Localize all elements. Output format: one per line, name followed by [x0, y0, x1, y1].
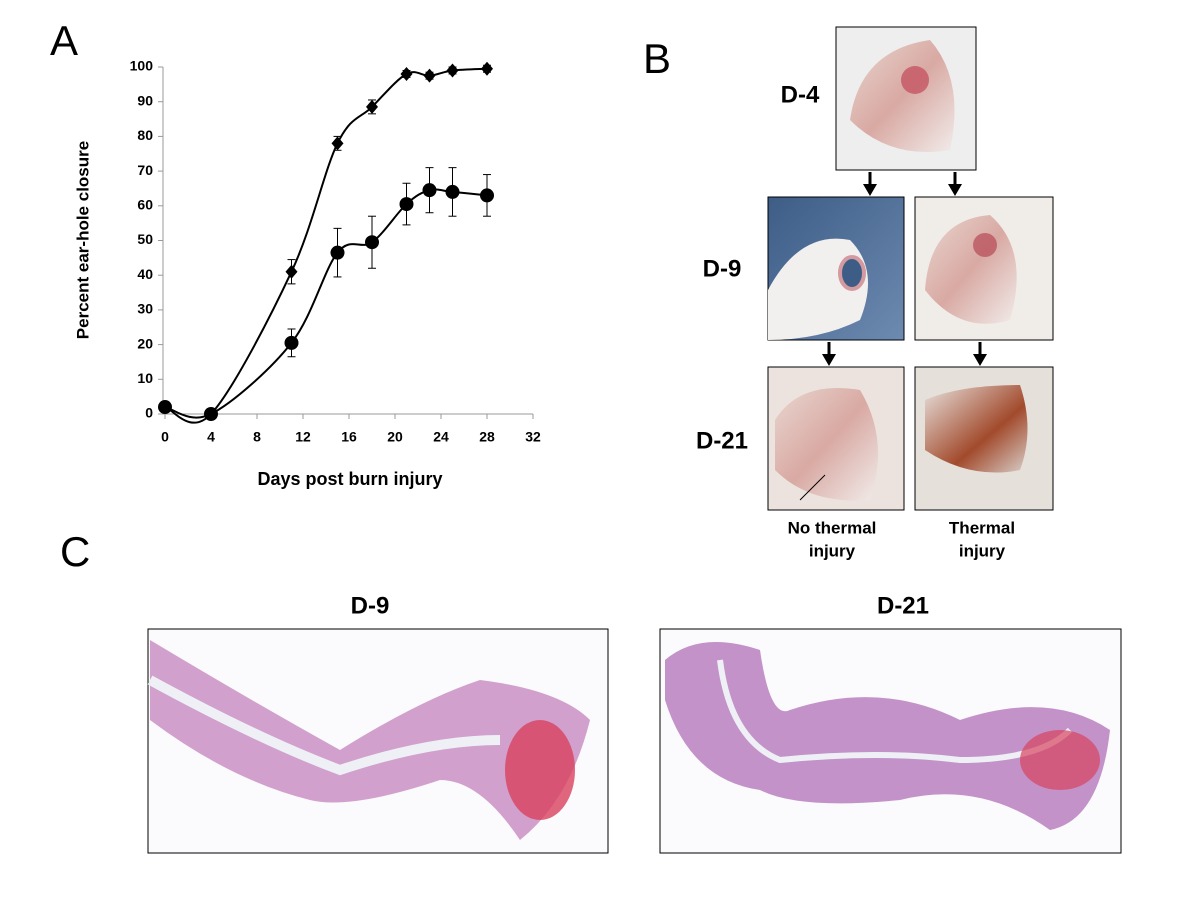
marker [158, 400, 172, 415]
marker [330, 245, 345, 260]
row-label: D-9 [703, 255, 742, 282]
x-tick-label: 16 [341, 429, 357, 445]
marker [445, 184, 460, 199]
marker [331, 136, 344, 151]
photo-detail [838, 255, 866, 291]
panel-label: A [50, 17, 78, 64]
caption: Thermal [949, 518, 1015, 537]
marker [399, 197, 414, 212]
marker [400, 66, 413, 81]
marker [204, 407, 218, 421]
marker [423, 68, 436, 83]
x-tick-label: 28 [479, 429, 495, 445]
y-tick-label: 60 [137, 197, 153, 213]
marker [446, 63, 459, 78]
x-tick-label: 32 [525, 429, 541, 445]
x-tick-label: 0 [161, 429, 169, 445]
tissue-detail [1020, 730, 1100, 790]
section-label: D-9 [351, 592, 390, 619]
panel-label: B [643, 35, 671, 82]
marker [284, 335, 299, 350]
y-tick-label: 20 [137, 335, 153, 351]
marker [285, 264, 298, 279]
marker [422, 183, 437, 198]
tissue-detail [505, 720, 575, 820]
caption: injury [809, 541, 856, 560]
y-tick-label: 40 [137, 266, 153, 282]
y-tick-label: 50 [137, 231, 153, 247]
x-axis-label: Days post burn injury [257, 469, 442, 489]
x-tick-label: 24 [433, 429, 449, 445]
flow-arrows [822, 172, 987, 366]
x-tick-label: 8 [253, 429, 261, 445]
photo-arrow [799, 474, 826, 501]
photo-detail [901, 66, 929, 94]
tissue-detail [147, 675, 501, 776]
photo-group [767, 26, 1054, 511]
tissue-detail [717, 659, 1073, 764]
x-tick-label: 12 [295, 429, 311, 445]
marker [365, 235, 379, 250]
y-tick-label: 30 [137, 301, 153, 317]
series-line [164, 67, 488, 424]
y-tick-label: 70 [137, 162, 153, 178]
photo-detail [775, 388, 878, 501]
row-label: D-4 [781, 81, 820, 108]
photo-detail [850, 40, 955, 152]
marker [481, 61, 493, 76]
marker [366, 99, 378, 114]
row-label: D-21 [696, 427, 748, 454]
y-tick-label: 90 [137, 92, 153, 108]
tissue [150, 640, 590, 840]
section-label: D-21 [877, 592, 929, 619]
x-tick-label: 4 [207, 429, 215, 445]
x-tick-label: 20 [387, 429, 403, 445]
panel-label: C [60, 528, 90, 575]
photo-detail [925, 385, 1028, 473]
tissue [665, 642, 1110, 830]
caption: injury [959, 541, 1006, 560]
y-axis-label: Percent ear-hole closure [73, 141, 92, 339]
photo-detail [973, 233, 997, 257]
marker [480, 188, 494, 203]
series-line [164, 188, 488, 419]
y-tick-label: 100 [130, 58, 154, 74]
caption: No thermal [788, 518, 877, 537]
y-tick-label: 80 [137, 127, 153, 143]
y-tick-label: 0 [145, 405, 153, 421]
y-tick-label: 10 [137, 370, 153, 386]
